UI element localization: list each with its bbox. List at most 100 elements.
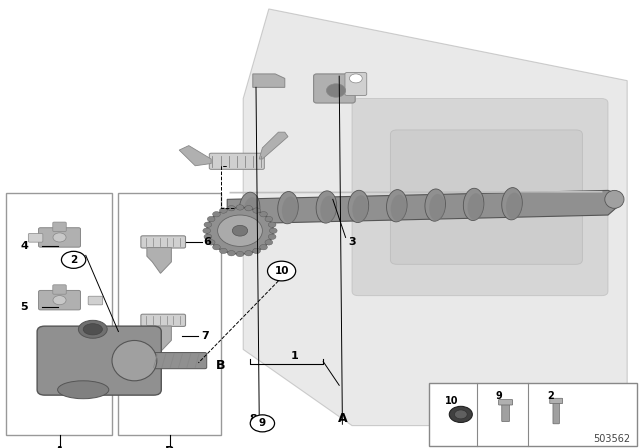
Bar [118, 193, 221, 435]
Polygon shape [179, 146, 211, 166]
Ellipse shape [58, 381, 109, 399]
Polygon shape [147, 248, 172, 273]
Text: 9: 9 [496, 392, 503, 401]
Circle shape [326, 84, 346, 97]
Ellipse shape [112, 340, 157, 381]
Circle shape [53, 233, 66, 242]
Circle shape [253, 248, 260, 254]
FancyBboxPatch shape [38, 228, 81, 247]
Circle shape [268, 222, 276, 228]
Circle shape [207, 207, 273, 254]
Ellipse shape [320, 196, 337, 223]
FancyBboxPatch shape [141, 314, 186, 327]
Text: 8: 8 [249, 414, 257, 424]
FancyBboxPatch shape [390, 130, 582, 264]
Text: A: A [54, 445, 65, 448]
Circle shape [61, 251, 86, 268]
Circle shape [228, 206, 236, 211]
Text: 4: 4 [20, 241, 28, 251]
Circle shape [204, 234, 212, 239]
Bar [6, 193, 112, 435]
Ellipse shape [282, 197, 298, 223]
Circle shape [253, 208, 260, 213]
FancyBboxPatch shape [499, 400, 513, 405]
Text: 2: 2 [547, 392, 554, 401]
Polygon shape [147, 326, 172, 352]
Ellipse shape [278, 192, 298, 224]
Circle shape [207, 240, 215, 245]
Ellipse shape [83, 323, 102, 335]
Circle shape [349, 74, 362, 83]
Text: 2: 2 [70, 255, 77, 265]
Circle shape [244, 250, 252, 256]
Text: 503562: 503562 [593, 434, 630, 444]
FancyBboxPatch shape [52, 222, 67, 232]
Circle shape [250, 415, 275, 432]
FancyBboxPatch shape [209, 153, 264, 169]
Ellipse shape [243, 197, 260, 224]
Text: 1: 1 [291, 351, 298, 361]
Bar [429, 383, 637, 446]
FancyBboxPatch shape [37, 326, 161, 395]
FancyBboxPatch shape [553, 401, 559, 424]
Ellipse shape [429, 194, 445, 221]
Text: A: A [337, 412, 348, 426]
Circle shape [218, 215, 262, 246]
FancyBboxPatch shape [148, 353, 207, 369]
Ellipse shape [239, 192, 260, 224]
Ellipse shape [467, 193, 484, 220]
Circle shape [236, 251, 244, 257]
Ellipse shape [390, 194, 407, 221]
Circle shape [220, 248, 227, 254]
Circle shape [236, 205, 244, 210]
Ellipse shape [463, 188, 484, 220]
Circle shape [232, 225, 248, 236]
Circle shape [265, 240, 273, 245]
Ellipse shape [387, 190, 407, 222]
Ellipse shape [605, 190, 624, 208]
Circle shape [228, 250, 236, 256]
Text: B: B [165, 445, 174, 448]
Text: 3: 3 [349, 237, 356, 247]
FancyBboxPatch shape [141, 236, 186, 248]
Ellipse shape [79, 320, 107, 338]
Circle shape [212, 211, 220, 217]
FancyBboxPatch shape [345, 73, 367, 95]
FancyBboxPatch shape [550, 398, 563, 404]
FancyBboxPatch shape [88, 296, 102, 305]
FancyBboxPatch shape [314, 74, 355, 103]
Circle shape [212, 245, 220, 250]
Ellipse shape [502, 188, 522, 220]
Text: 5: 5 [20, 302, 28, 312]
Circle shape [203, 228, 211, 233]
Circle shape [53, 296, 66, 305]
Circle shape [269, 228, 277, 233]
Ellipse shape [506, 193, 522, 220]
Text: 6: 6 [204, 237, 211, 247]
Text: B: B [216, 358, 225, 372]
Text: 9: 9 [259, 418, 266, 428]
FancyBboxPatch shape [28, 233, 43, 242]
Circle shape [454, 410, 467, 419]
FancyBboxPatch shape [38, 290, 81, 310]
Circle shape [207, 216, 215, 222]
Circle shape [204, 222, 212, 228]
Circle shape [220, 208, 227, 213]
Text: 10: 10 [275, 266, 289, 276]
Circle shape [268, 261, 296, 281]
Polygon shape [243, 9, 627, 426]
Ellipse shape [352, 195, 369, 222]
Ellipse shape [316, 191, 337, 223]
Circle shape [244, 206, 252, 211]
Text: 7: 7 [202, 331, 209, 341]
FancyBboxPatch shape [502, 403, 509, 422]
Polygon shape [227, 190, 621, 224]
Circle shape [260, 211, 268, 217]
Circle shape [268, 234, 276, 239]
Ellipse shape [425, 189, 445, 221]
Circle shape [449, 406, 472, 422]
Polygon shape [253, 74, 285, 87]
FancyBboxPatch shape [352, 99, 608, 296]
Circle shape [265, 216, 273, 222]
FancyBboxPatch shape [52, 285, 67, 294]
